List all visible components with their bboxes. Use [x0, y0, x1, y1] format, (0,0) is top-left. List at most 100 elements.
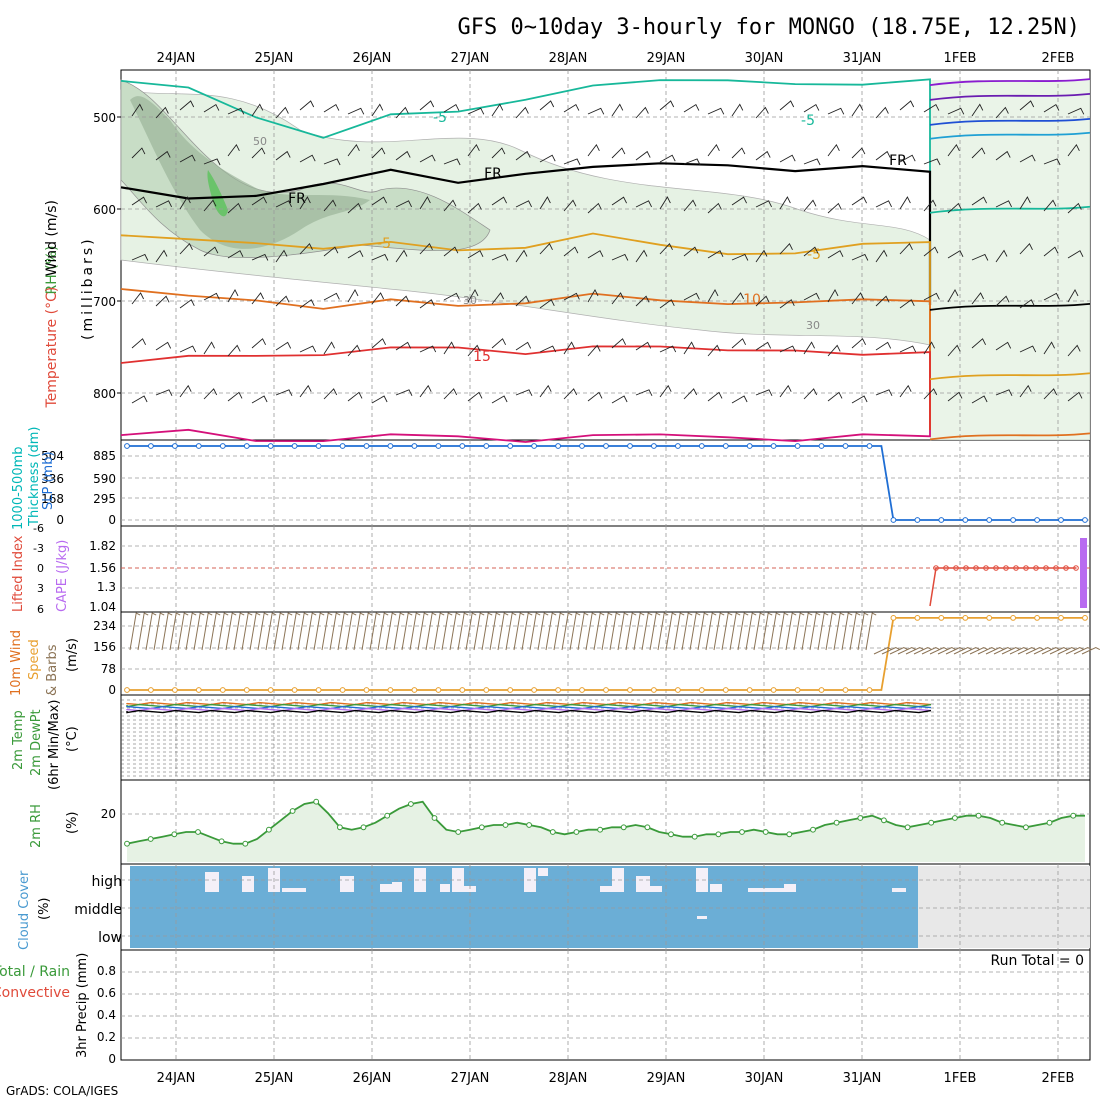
wind-barb: [851, 253, 869, 261]
wind-barb-10m: [769, 612, 781, 651]
wind-barb: [131, 103, 144, 117]
wind-barb: [875, 106, 889, 119]
wind-barb: [995, 106, 1009, 119]
wind-barb: [275, 249, 288, 263]
slp-point: [315, 443, 322, 449]
wind-barb: [131, 292, 145, 305]
wind-barb: [251, 292, 265, 305]
wind-barb: [203, 199, 217, 212]
wind-barb: [587, 250, 604, 259]
slp-point: [1010, 517, 1016, 523]
wind-barb: [467, 344, 481, 357]
wind-barb: [179, 384, 192, 398]
date-label-bottom: 30JAN: [745, 1071, 784, 1086]
wind-barb: [803, 246, 819, 257]
wind-barb: [635, 341, 652, 351]
wind-barb: [923, 158, 941, 166]
wind-barb: [563, 103, 580, 113]
wind-barb: [635, 295, 650, 307]
wind-barb: [1019, 243, 1033, 255]
slp-tick-right-2: 295: [93, 492, 116, 506]
rh2m-point: [668, 831, 674, 838]
wind-barb: [851, 338, 867, 349]
wind-barb: [539, 100, 555, 111]
wind-barb: [347, 143, 360, 157]
wind-barb: [467, 250, 484, 259]
rh2m-point: [1046, 819, 1053, 826]
wind-barb: [563, 158, 581, 166]
wind-barb: [227, 250, 244, 259]
wind-barb: [971, 395, 988, 404]
wind-barb: [467, 202, 482, 214]
wind-barb: [611, 103, 624, 117]
wind-barb: [491, 103, 504, 117]
wind-barb: [443, 388, 458, 400]
wind-barb: [251, 338, 267, 349]
wind-barb: [899, 345, 917, 353]
ylabel-precip: 3hr Precip (mm): [75, 953, 90, 1058]
wind-barb: [539, 196, 551, 210]
rh2m-point: [408, 801, 414, 807]
wind-barb: [443, 199, 457, 212]
wind-speed-point: [698, 687, 705, 693]
rh-30-region: [120, 89, 931, 346]
rh2m-point: [266, 826, 272, 833]
wind-barb-10m: [169, 612, 181, 651]
wind-barb: [491, 147, 506, 159]
wind-barb: [755, 389, 773, 397]
wind-barb: [899, 154, 916, 163]
wind-barb: [1043, 158, 1061, 166]
wind-barb: [155, 150, 171, 161]
wind-barb-10m: [633, 612, 645, 651]
rh2m-tick-20: 20: [101, 807, 116, 821]
wind-barb: [515, 341, 532, 351]
cape-tick-0: 1.82: [89, 539, 116, 553]
wind-barb: [347, 288, 359, 303]
wind-barb: [611, 395, 628, 404]
wind-barb: [491, 395, 508, 404]
wind-barb: [803, 158, 821, 166]
wind-barb: [1019, 384, 1032, 398]
wind-barb: [227, 202, 242, 214]
wind-barb-10m: [1049, 647, 1069, 655]
wind-barb-10m: [209, 612, 221, 651]
wind-barb: [491, 196, 508, 206]
wind-barb: [395, 106, 409, 119]
wind-speed-point: [459, 687, 466, 693]
isotherm-FR: [120, 162, 932, 305]
contour-label: 10: [743, 292, 761, 308]
wind-barb-10m: [945, 647, 965, 655]
cloud-gap: [697, 916, 707, 919]
wind-barb-10m: [273, 612, 285, 651]
wind-barb: [395, 341, 412, 351]
ylabel-precip-convective: Convective: [0, 985, 70, 1001]
late-isotherm: [929, 78, 1091, 86]
contour-label: 30: [806, 319, 820, 332]
wind-barb: [923, 292, 940, 301]
wind-barb: [131, 395, 148, 404]
ylabel-precip-total: Total / Rain: [0, 964, 70, 980]
wind-barb: [1019, 299, 1035, 309]
rh-90-spot: [207, 170, 228, 217]
wind-barb: [587, 288, 599, 303]
wind-barb-10m: [969, 647, 989, 655]
wind-barb: [659, 196, 671, 210]
rh2m-point: [384, 812, 391, 819]
wind-barb: [443, 341, 456, 355]
cloud-gap: [282, 888, 306, 892]
wind-barb: [1043, 199, 1057, 212]
wind-barb: [611, 338, 627, 349]
wind-barb: [995, 341, 1012, 351]
date-label-top: 28JAN: [549, 51, 588, 66]
wind-barb: [611, 147, 626, 159]
wind-barb: [275, 341, 292, 351]
wind-barb: [683, 199, 697, 212]
wind-barb-10m: [977, 647, 997, 655]
wind-speed-point: [986, 615, 993, 621]
wind-barb: [899, 243, 913, 255]
wind-barb: [827, 143, 840, 157]
wind-barb: [875, 200, 893, 208]
wind-speed-point: [387, 687, 394, 693]
wind-barb: [251, 147, 266, 159]
rh2m-point: [573, 829, 580, 835]
